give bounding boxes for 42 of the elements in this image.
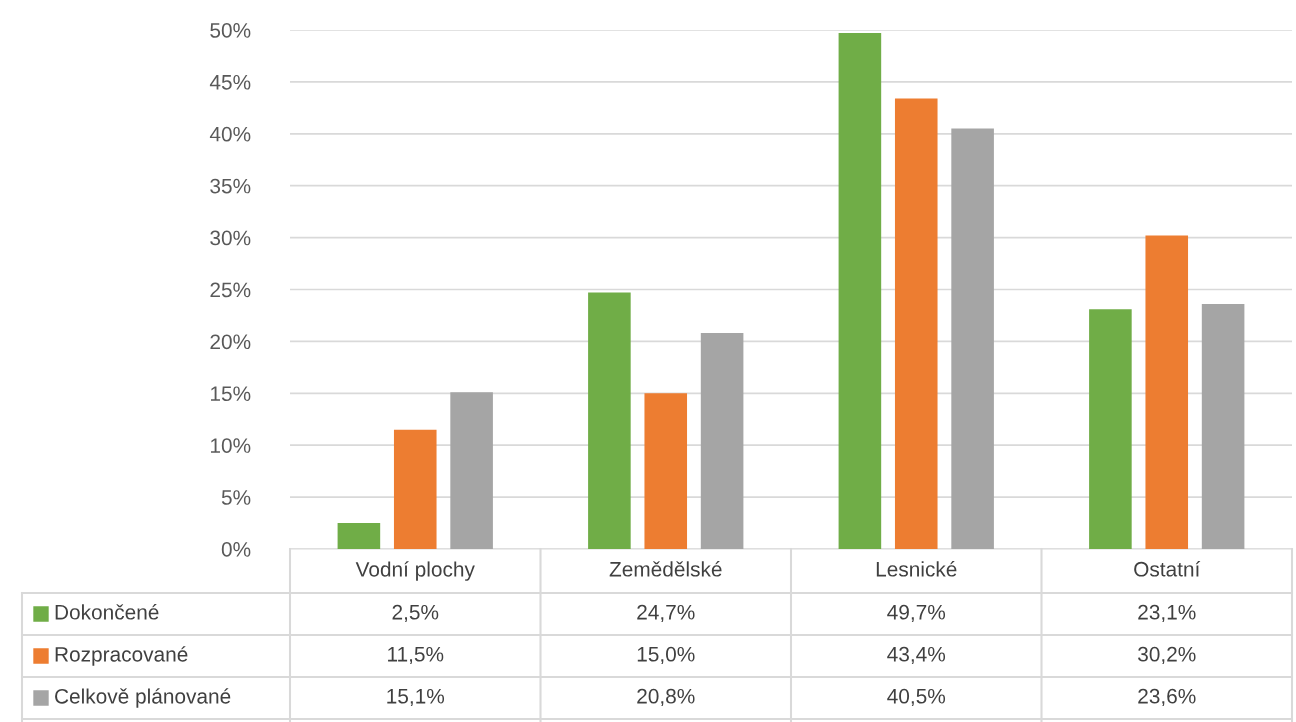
- y-tick-label: 45%: [209, 74, 251, 90]
- y-tick-label: 25%: [210, 282, 251, 298]
- data-label: 15,0%: [637, 646, 695, 665]
- y-tick-label: 15%: [211, 386, 251, 402]
- legend-label: Dokončené: [55, 604, 159, 620]
- data-label: 15,1%: [387, 688, 445, 707]
- data-label: 30,2%: [1138, 646, 1196, 665]
- bar: [337, 523, 381, 549]
- data-label: 20,8%: [637, 688, 695, 707]
- y-tick-label: 10%: [211, 438, 251, 453]
- x-tick-label: Lesnické: [876, 561, 957, 577]
- x-tick-label: Vodní plochy: [355, 561, 475, 581]
- bar: [450, 392, 493, 549]
- data-label: 2,5%: [392, 604, 439, 623]
- y-tick-label: 30%: [210, 230, 251, 246]
- bar: [1089, 309, 1132, 549]
- y-tick-label: 35%: [210, 178, 251, 194]
- x-tick-label: Zemědělské: [609, 561, 722, 577]
- y-tick-label: 0%: [221, 542, 251, 557]
- y-tick-label: 5%: [221, 490, 251, 505]
- bar: [1145, 235, 1189, 549]
- bar: [393, 429, 437, 549]
- bar: [1201, 304, 1245, 549]
- bar: [951, 128, 994, 549]
- bar: [588, 292, 631, 549]
- bar: [838, 33, 882, 549]
- bar: [700, 333, 744, 549]
- bar: [894, 98, 938, 549]
- data-label: 24,7%: [637, 604, 695, 623]
- data-label: 11,5%: [388, 646, 444, 665]
- data-label: 43,4%: [887, 646, 946, 665]
- data-label: 23,1%: [1138, 604, 1196, 623]
- legend-label: Celkově plánované: [55, 688, 231, 708]
- data-label: 49,7%: [887, 604, 946, 623]
- legend-label: Rozpracované: [55, 646, 188, 666]
- bar: [644, 393, 688, 549]
- y-tick-label: 40%: [209, 126, 251, 142]
- y-tick-label: 20%: [210, 334, 251, 350]
- x-tick-label: Ostatní: [1134, 561, 1201, 577]
- data-label: 23,6%: [1138, 688, 1196, 707]
- data-label: 40,5%: [887, 688, 946, 707]
- y-tick-label: 50%: [210, 23, 251, 38]
